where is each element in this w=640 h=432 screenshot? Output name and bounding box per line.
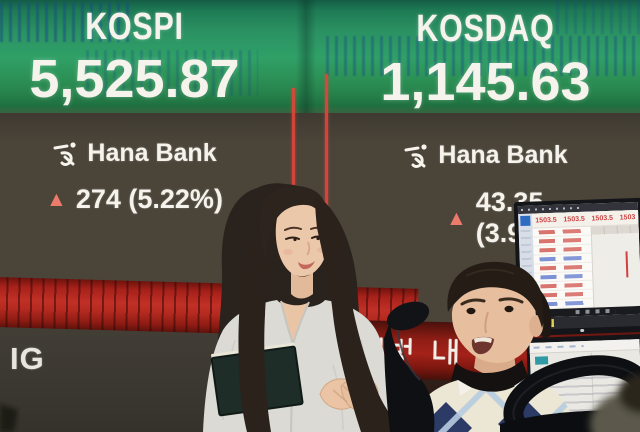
bank-name: Hana Bank (87, 139, 217, 167)
hana-bank-logo-icon (404, 143, 427, 168)
kospi-change-row: ▲ 274 (5.22%) (0, 184, 277, 215)
kospi-value: 5,525.87 (29, 49, 240, 109)
hana-bank-logo-icon (53, 141, 76, 166)
candle-ticks-texture (0, 2, 132, 42)
panel-divider-seam (296, 0, 316, 115)
red-chart-line (325, 74, 328, 324)
hana-bank-row: Hana Bank (338, 141, 633, 170)
microphone-arm (384, 301, 435, 432)
kosdaq-panel: KOSDAQ 1,145.63 Hana Bank (338, 0, 633, 230)
bank-name: Hana Bank (438, 141, 568, 169)
candle-ticks-texture (86, 50, 258, 96)
candle-ticks-texture (326, 36, 640, 76)
chair-edge (0, 404, 18, 432)
woman-holding-notebook (203, 183, 407, 432)
kospi-change-text: 274 (5.22%) (75, 184, 223, 214)
kospi-panel: KOSPI 5,525.87 Hana Bank ▲ 274 (5.22%) (0, 0, 277, 230)
ticker-text-fragment: 내 (430, 338, 459, 372)
board-corner-text: IG (10, 341, 45, 376)
up-triangle-icon: ▲ (446, 206, 467, 230)
hangul-nae-glyph-icon (433, 338, 458, 365)
hana-bank-row: Hana Bank (0, 139, 277, 168)
up-triangle-icon: ▲ (46, 188, 67, 211)
candle-ticks-texture (556, 0, 640, 34)
kosdaq-value: 1,145.63 (380, 52, 591, 112)
kosdaq-title: KOSDAQ (416, 8, 555, 50)
blurred-person (590, 374, 640, 432)
kospi-title: KOSPI (85, 6, 184, 48)
